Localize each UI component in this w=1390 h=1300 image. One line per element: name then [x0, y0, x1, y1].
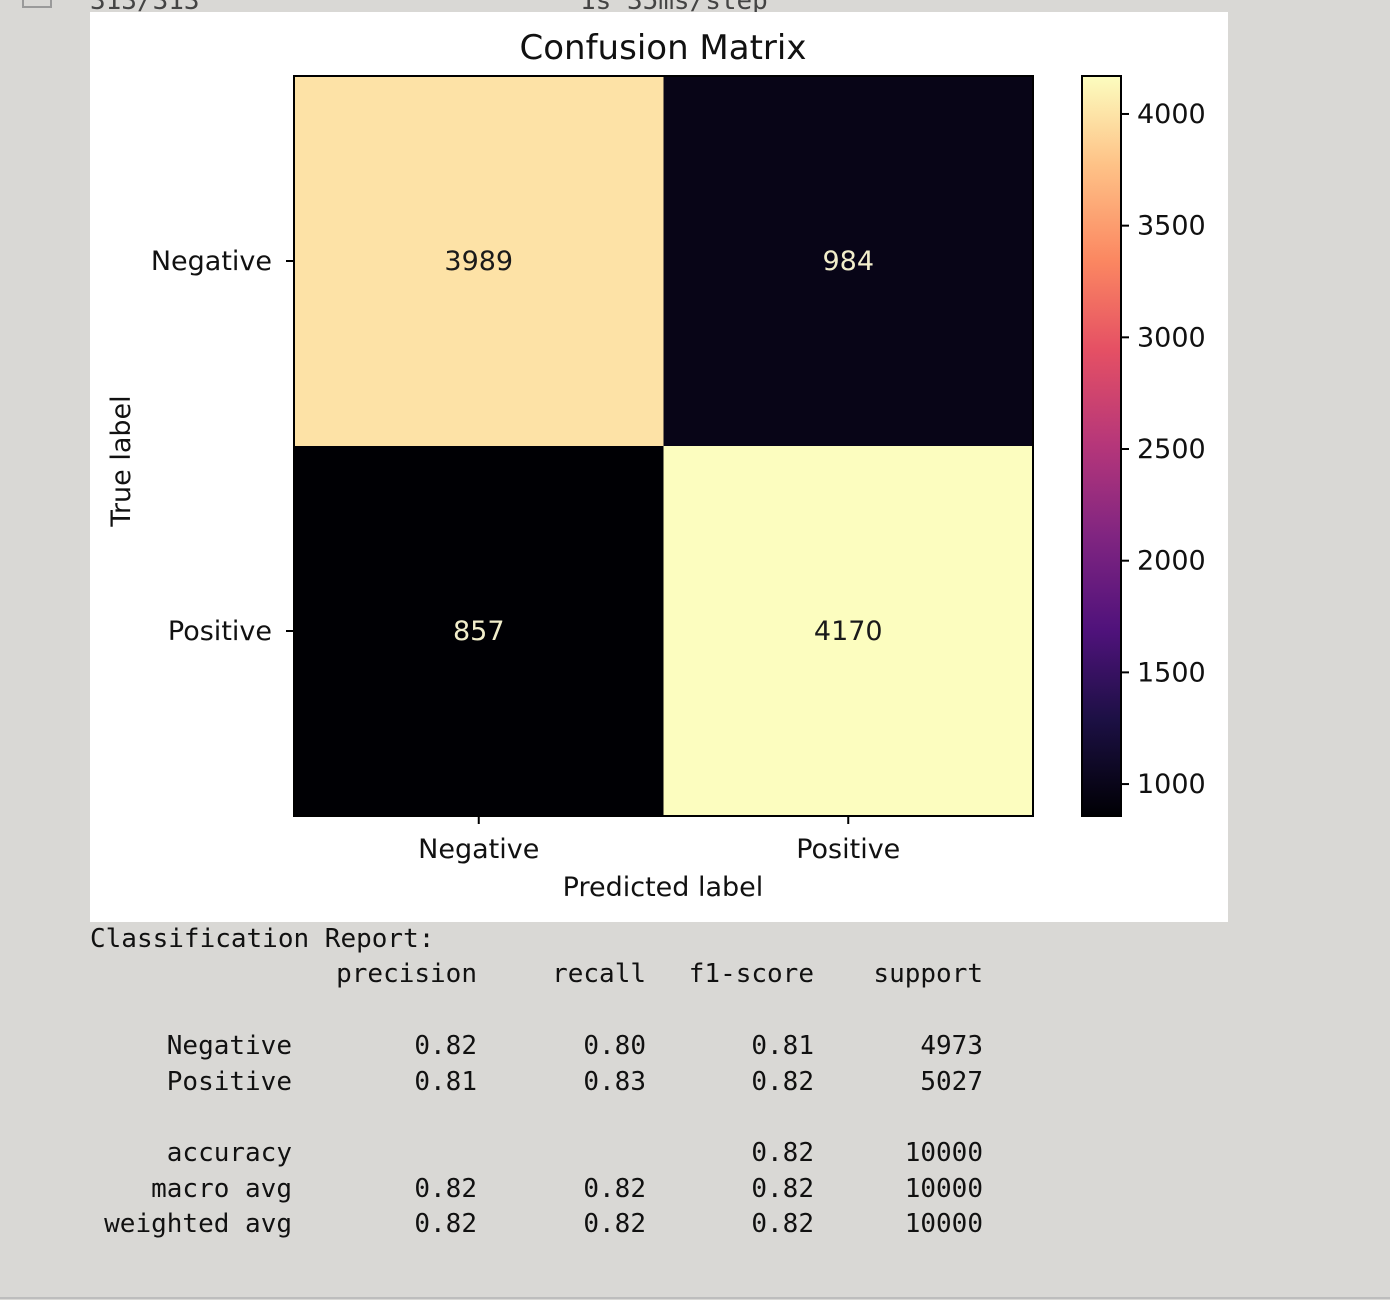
colorbar-tick-label: 4000	[1137, 99, 1206, 130]
report-value: 10000	[904, 1138, 983, 1168]
confusion-matrix-chart: 3989 984 857 4170 Confusion Matrix True lab…	[106, 28, 1206, 903]
chart-title: Confusion Matrix	[520, 28, 807, 68]
x-tick-label: Positive	[796, 834, 900, 865]
report-heading: Classification Report:	[90, 924, 435, 954]
y-tick-label: Positive	[168, 616, 272, 647]
cell-value-label: 3989	[444, 246, 513, 277]
previous-output-strip: 313/313 1s 35ms/step	[0, 0, 1390, 12]
axes-frame	[293, 75, 1034, 817]
report-column-header: recall	[552, 959, 646, 989]
report-class-row: Positive 0.81 0.83 0.82 5027	[90, 1067, 1090, 1097]
report-value: 0.82	[414, 1209, 477, 1239]
report-value: 0.82	[414, 1031, 477, 1061]
report-column-header: f1-score	[688, 959, 814, 989]
report-row-label: Negative	[166, 1031, 292, 1061]
report-value: 10000	[904, 1209, 983, 1239]
confusion-matrix-figure: 3989 984 857 4170 Confusion Matrix True lab…	[90, 12, 1228, 922]
report-summary-row: macro avg 0.82 0.82 0.82 10000	[90, 1174, 1090, 1204]
colorbar-tick-label: 2500	[1137, 434, 1206, 465]
report-value: 0.82	[414, 1174, 477, 1204]
colorbar-tick-label: 1000	[1137, 769, 1206, 800]
report-row-label: macro avg	[151, 1174, 292, 1204]
report-value: 0.80	[583, 1031, 646, 1061]
report-value: 0.82	[583, 1209, 646, 1239]
report-row-label: Positive	[166, 1067, 292, 1097]
report-value: 0.82	[583, 1174, 646, 1204]
report-row-label: accuracy	[166, 1138, 292, 1168]
y-tick-label: Negative	[151, 246, 272, 277]
colorbar-tick-label: 3500	[1137, 211, 1206, 242]
report-header-row: precision recall f1-score support	[90, 959, 1090, 989]
cell-value-label: 857	[453, 616, 505, 647]
cell-value-label: 4170	[814, 616, 883, 647]
report-value: 0.81	[414, 1067, 477, 1097]
report-value: 4973	[920, 1031, 983, 1061]
report-value: 5027	[920, 1067, 983, 1097]
colorbar-tick-label: 3000	[1137, 322, 1206, 353]
report-value: 0.82	[751, 1174, 814, 1204]
report-value: 10000	[904, 1174, 983, 1204]
output-icon	[22, 0, 52, 8]
report-value: 0.81	[751, 1031, 814, 1061]
report-summary-row: weighted avg 0.82 0.82 0.82 10000	[90, 1209, 1090, 1239]
matrix-cell	[663, 446, 1034, 817]
colorbar-tick-label: 2000	[1137, 546, 1206, 577]
report-value: 0.82	[751, 1138, 814, 1168]
report-column-header: support	[873, 959, 983, 989]
report-row-label: weighted avg	[104, 1209, 292, 1239]
colorbar	[1081, 75, 1122, 817]
x-tick-label: Negative	[418, 834, 539, 865]
step-timing: 1s 35ms/step	[580, 0, 768, 12]
x-axis-label: Predicted label	[563, 872, 764, 903]
report-column-header: precision	[336, 959, 477, 989]
cell-value-label: 984	[822, 246, 874, 277]
report-value: 0.83	[583, 1067, 646, 1097]
cell-divider	[0, 1297, 1390, 1299]
y-axis-label: True label	[106, 395, 137, 527]
report-value: 0.82	[751, 1209, 814, 1239]
report-value: 0.82	[751, 1067, 814, 1097]
report-summary-row: accuracy 0.82 10000	[90, 1138, 1090, 1168]
progress-count: 313/313	[90, 0, 200, 12]
colorbar-tick-label: 1500	[1137, 657, 1206, 688]
matrix-cell	[294, 446, 664, 817]
report-class-row: Negative 0.82 0.80 0.81 4973	[90, 1031, 1090, 1061]
matrix-cell	[663, 76, 1034, 447]
matrix-cell	[294, 76, 664, 447]
